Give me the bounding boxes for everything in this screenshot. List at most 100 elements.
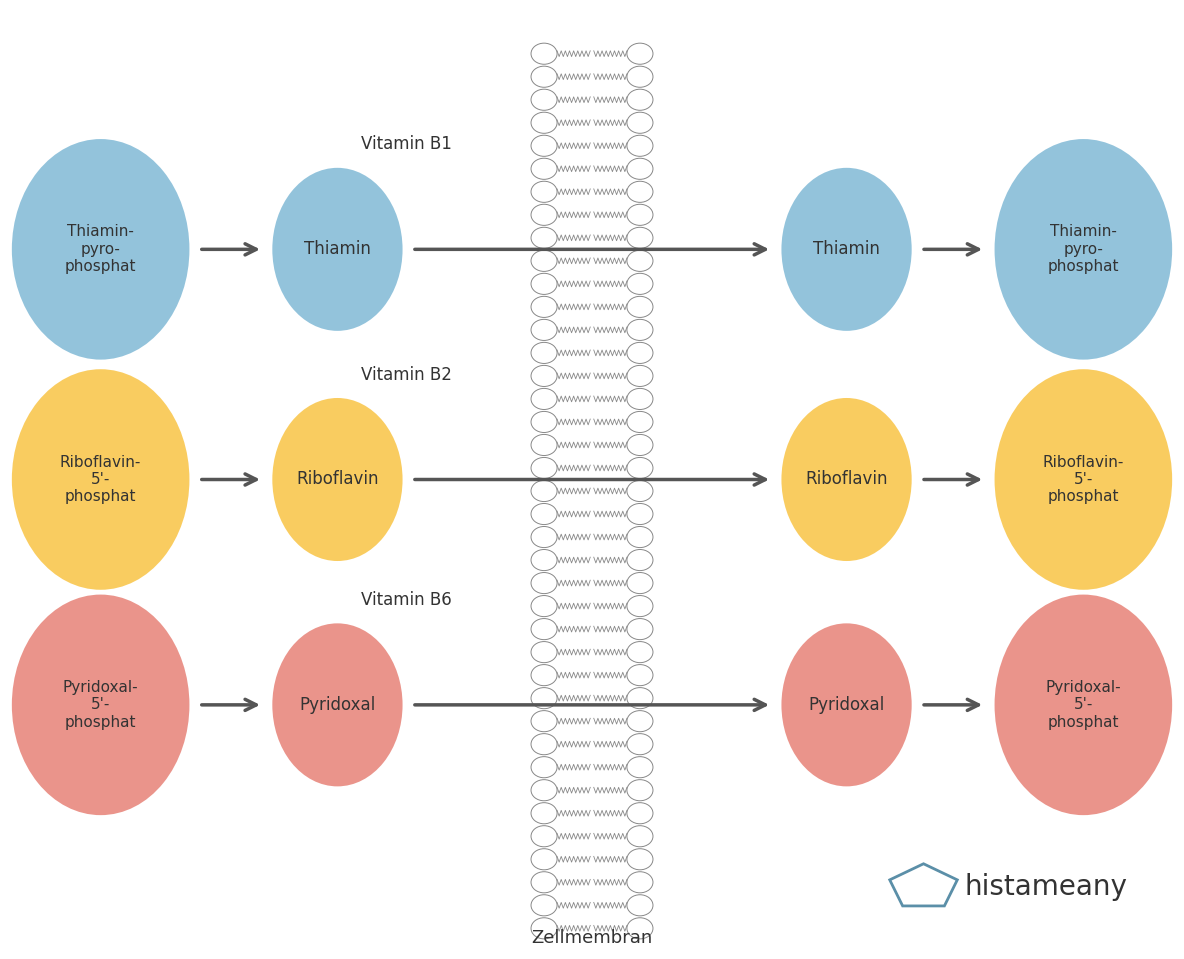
- Text: histameany: histameany: [965, 873, 1128, 901]
- Ellipse shape: [530, 826, 558, 847]
- Text: Vitamin B1: Vitamin B1: [361, 135, 452, 153]
- Ellipse shape: [530, 526, 558, 548]
- Ellipse shape: [628, 734, 654, 755]
- Ellipse shape: [628, 526, 654, 548]
- Ellipse shape: [628, 826, 654, 847]
- Ellipse shape: [628, 457, 654, 479]
- Ellipse shape: [530, 273, 558, 294]
- Text: Riboflavin: Riboflavin: [296, 471, 379, 488]
- Ellipse shape: [530, 480, 558, 502]
- Text: Riboflavin-
5'-
phosphat: Riboflavin- 5'- phosphat: [60, 455, 141, 504]
- Ellipse shape: [628, 711, 654, 732]
- Ellipse shape: [530, 388, 558, 409]
- Ellipse shape: [530, 619, 558, 640]
- Ellipse shape: [530, 342, 558, 363]
- Ellipse shape: [530, 457, 558, 479]
- Text: Thiamin-
pyro-
phosphat: Thiamin- pyro- phosphat: [1048, 224, 1119, 274]
- Ellipse shape: [628, 342, 654, 363]
- Text: Riboflavin: Riboflavin: [805, 471, 888, 488]
- Ellipse shape: [12, 369, 189, 590]
- Text: Pyridoxal: Pyridoxal: [809, 696, 884, 713]
- Ellipse shape: [628, 849, 654, 870]
- Text: Thiamin-
pyro-
phosphat: Thiamin- pyro- phosphat: [65, 224, 136, 274]
- Ellipse shape: [530, 688, 558, 709]
- Ellipse shape: [530, 872, 558, 893]
- Text: Thiamin: Thiamin: [304, 241, 371, 258]
- Ellipse shape: [628, 503, 654, 525]
- Ellipse shape: [628, 434, 654, 456]
- Ellipse shape: [530, 642, 558, 663]
- Ellipse shape: [530, 503, 558, 525]
- Ellipse shape: [530, 112, 558, 133]
- Ellipse shape: [628, 181, 654, 202]
- Ellipse shape: [530, 250, 558, 271]
- Ellipse shape: [530, 550, 558, 571]
- Ellipse shape: [530, 573, 558, 594]
- Text: Pyridoxal-
5'-
phosphat: Pyridoxal- 5'- phosphat: [1045, 680, 1121, 730]
- Ellipse shape: [530, 895, 558, 916]
- Ellipse shape: [530, 918, 558, 939]
- Ellipse shape: [628, 480, 654, 502]
- Ellipse shape: [530, 89, 558, 110]
- Ellipse shape: [272, 623, 403, 786]
- Ellipse shape: [628, 665, 654, 686]
- Ellipse shape: [12, 139, 189, 360]
- Ellipse shape: [628, 573, 654, 594]
- Ellipse shape: [628, 550, 654, 571]
- Ellipse shape: [628, 803, 654, 824]
- Ellipse shape: [530, 365, 558, 386]
- Ellipse shape: [530, 181, 558, 202]
- Ellipse shape: [628, 365, 654, 386]
- Ellipse shape: [530, 66, 558, 87]
- Text: Pyridoxal: Pyridoxal: [300, 696, 375, 713]
- Ellipse shape: [530, 135, 558, 156]
- Ellipse shape: [530, 849, 558, 870]
- Ellipse shape: [628, 642, 654, 663]
- Ellipse shape: [530, 596, 558, 617]
- Ellipse shape: [530, 434, 558, 456]
- Ellipse shape: [628, 918, 654, 939]
- Ellipse shape: [628, 250, 654, 271]
- Ellipse shape: [781, 168, 912, 331]
- Ellipse shape: [995, 139, 1172, 360]
- Ellipse shape: [628, 319, 654, 340]
- Ellipse shape: [995, 595, 1172, 815]
- Ellipse shape: [530, 296, 558, 317]
- Ellipse shape: [628, 66, 654, 87]
- Ellipse shape: [628, 411, 654, 433]
- Ellipse shape: [628, 43, 654, 64]
- Ellipse shape: [530, 227, 558, 248]
- Text: Vitamin B6: Vitamin B6: [361, 591, 452, 609]
- Ellipse shape: [628, 872, 654, 893]
- Ellipse shape: [628, 135, 654, 156]
- Ellipse shape: [628, 619, 654, 640]
- Ellipse shape: [628, 780, 654, 801]
- Ellipse shape: [530, 43, 558, 64]
- Ellipse shape: [628, 204, 654, 225]
- Ellipse shape: [628, 273, 654, 294]
- Ellipse shape: [628, 227, 654, 248]
- Ellipse shape: [530, 411, 558, 433]
- Ellipse shape: [628, 757, 654, 778]
- Text: Zellmembran: Zellmembran: [532, 929, 652, 947]
- Ellipse shape: [530, 757, 558, 778]
- Text: Thiamin: Thiamin: [813, 241, 880, 258]
- Ellipse shape: [628, 688, 654, 709]
- Ellipse shape: [530, 158, 558, 179]
- Text: Pyridoxal-
5'-
phosphat: Pyridoxal- 5'- phosphat: [63, 680, 139, 730]
- Ellipse shape: [272, 168, 403, 331]
- Ellipse shape: [530, 780, 558, 801]
- Ellipse shape: [781, 398, 912, 561]
- Ellipse shape: [628, 112, 654, 133]
- Ellipse shape: [628, 89, 654, 110]
- Ellipse shape: [628, 596, 654, 617]
- Ellipse shape: [628, 895, 654, 916]
- Ellipse shape: [530, 734, 558, 755]
- Ellipse shape: [781, 623, 912, 786]
- Ellipse shape: [530, 711, 558, 732]
- Ellipse shape: [12, 595, 189, 815]
- Text: Vitamin B2: Vitamin B2: [361, 365, 452, 384]
- Ellipse shape: [530, 319, 558, 340]
- Ellipse shape: [272, 398, 403, 561]
- Text: Riboflavin-
5'-
phosphat: Riboflavin- 5'- phosphat: [1043, 455, 1124, 504]
